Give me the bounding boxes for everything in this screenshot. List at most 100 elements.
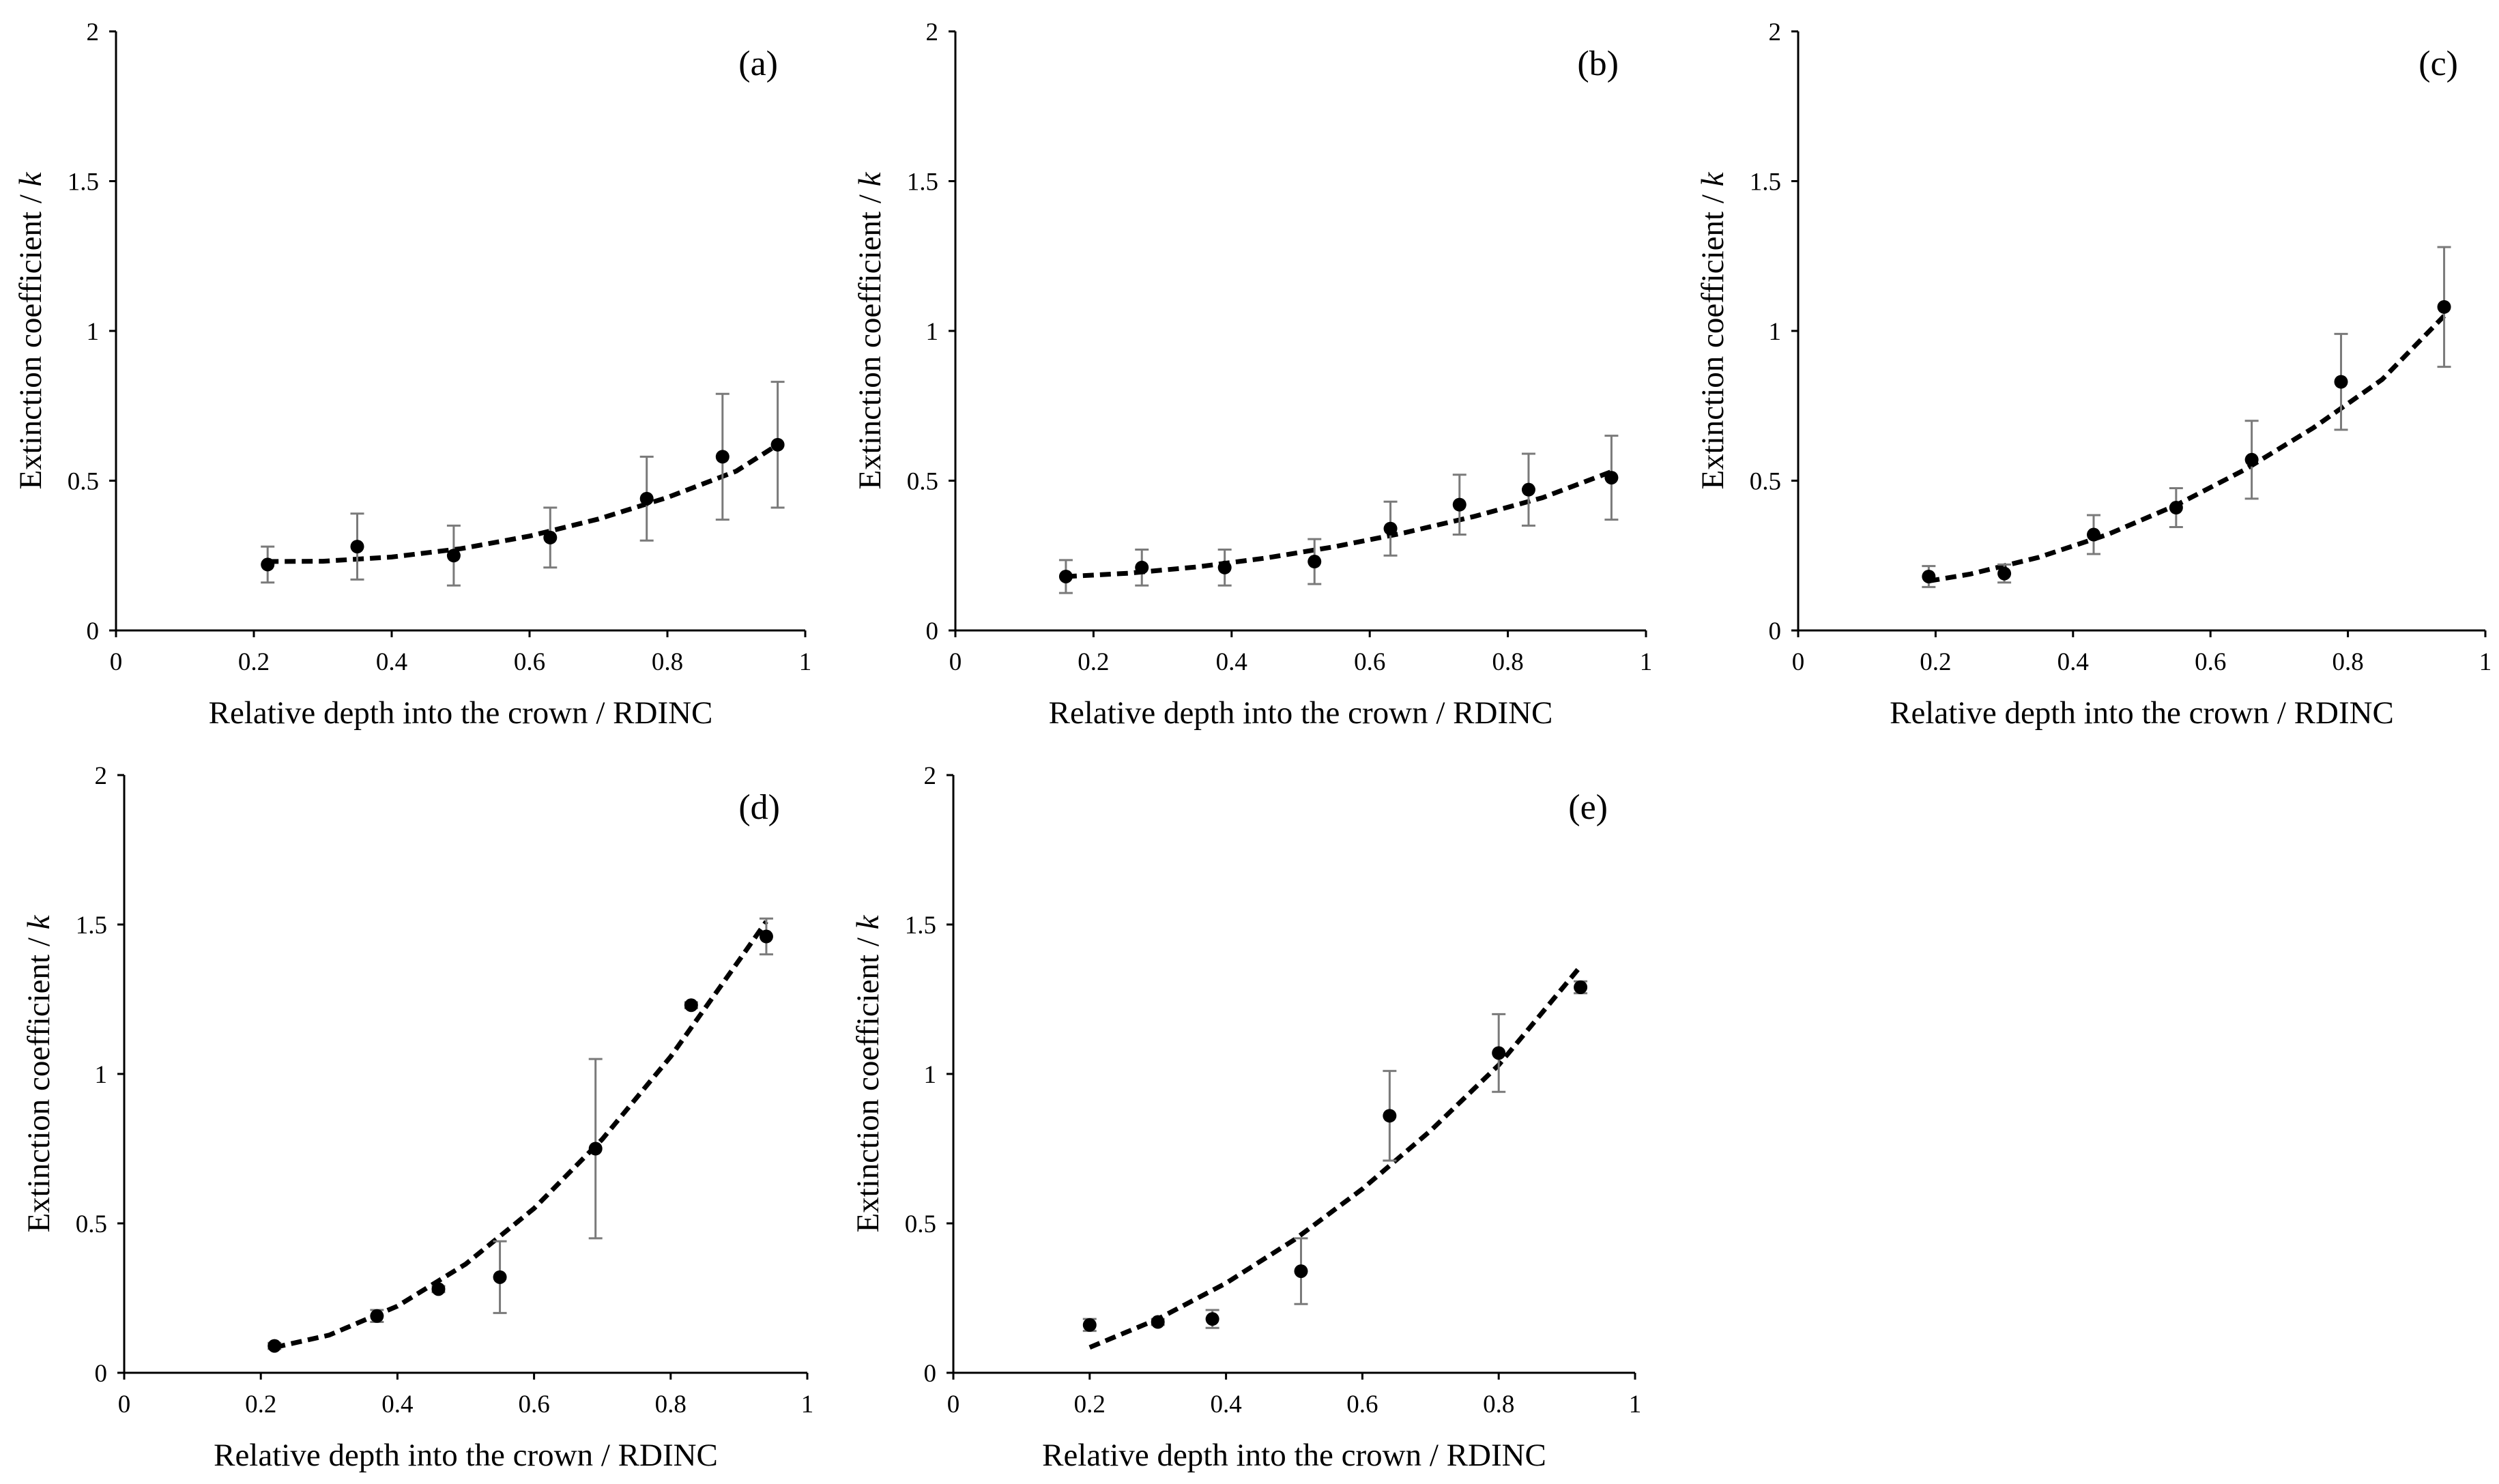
- x-tick-label: 0.2: [238, 648, 270, 676]
- y-tick-label: 1.5: [76, 912, 107, 940]
- y-axis-label-symbol: k: [1695, 171, 1731, 186]
- y-tick-label: 0.5: [1750, 468, 1781, 496]
- fit-curve: [268, 442, 779, 564]
- x-tick-label: 0.8: [2332, 648, 2363, 676]
- x-tick-label: 0: [118, 1391, 131, 1418]
- x-tick-label: 0.4: [1210, 1391, 1241, 1418]
- y-tick-label: 1: [95, 1061, 108, 1089]
- y-axis-label: Extinction coefficient / k: [1695, 171, 1731, 489]
- data-point: [543, 530, 558, 544]
- x-tick-label: 1: [2479, 648, 2492, 676]
- y-tick-label: 1: [1769, 318, 1782, 346]
- data-point: [350, 540, 364, 554]
- y-axis-label: Extinction coefficient / k: [852, 171, 888, 489]
- y-tick-label: 0: [926, 617, 939, 645]
- y-axis-label-text: Extinction coefficient /: [1695, 186, 1731, 489]
- x-axis-label: Relative depth into the crown / RDINC: [1890, 695, 2394, 731]
- data-point: [446, 549, 461, 563]
- data-point: [1308, 555, 1322, 569]
- y-tick-label: 2: [1769, 18, 1782, 46]
- chart-panel-e: 0 0.5 1 1.5 2 0 0.2 0.4 0.6 0.8 1 Relative depth in…: [850, 762, 1641, 1473]
- chart-panel-a: 0 0.5 1 1.5 2 0 0.2 0.4 0.6 0.8 1 Relative depth in…: [13, 18, 811, 731]
- y-tick-label: 2: [87, 18, 100, 46]
- y-axis-label-symbol: k: [850, 914, 886, 929]
- data-point: [268, 1339, 282, 1353]
- panel-label: (a): [738, 44, 778, 83]
- data-point: [2087, 527, 2101, 542]
- y-tick-label: 0.5: [76, 1210, 107, 1238]
- data-point: [759, 929, 773, 944]
- x-tick-label: 0.4: [381, 1391, 413, 1418]
- data-point: [1151, 1315, 1165, 1329]
- y-tick-label: 2: [95, 762, 108, 790]
- x-tick-label: 1: [1640, 648, 1653, 676]
- y-tick-label: 1: [87, 318, 100, 346]
- chart-panel-b: 0 0.5 1 1.5 2 0 0.2 0.4 0.6 0.8 1 Relative depth in…: [852, 18, 1652, 731]
- data-point: [1492, 1046, 1506, 1060]
- y-axis-label: Extinction coefficient / k: [850, 914, 886, 1232]
- y-axis-label: Extinction coefficient / k: [13, 171, 48, 489]
- data-point: [684, 998, 698, 1013]
- y-tick-label: 1.5: [905, 912, 936, 940]
- panel-label: (e): [1568, 788, 1608, 827]
- y-tick-label: 0: [87, 617, 100, 645]
- data-point: [588, 1141, 603, 1156]
- x-tick-label: 0: [110, 648, 123, 676]
- y-tick-label: 1.5: [1750, 169, 1781, 197]
- panel-label: (d): [738, 788, 780, 827]
- data-point: [1294, 1264, 1308, 1279]
- y-axis-label-text: Extinction coefficient /: [850, 929, 886, 1232]
- x-tick-label: 0.2: [1920, 648, 1951, 676]
- x-tick-label: 0: [947, 1391, 960, 1418]
- data-point: [1452, 497, 1467, 512]
- x-tick-label: 0.8: [652, 648, 683, 676]
- y-axis-label-text: Extinction coefficient /: [21, 929, 57, 1232]
- y-tick-label: 0.5: [905, 1210, 936, 1238]
- panel-label: (c): [2418, 44, 2458, 83]
- x-tick-label: 0: [949, 648, 962, 676]
- y-tick-label: 0.5: [907, 468, 938, 496]
- data-point: [1574, 980, 1588, 994]
- data-point: [1521, 482, 1535, 497]
- data-point: [1997, 566, 2012, 581]
- x-tick-label: 0.4: [376, 648, 407, 676]
- x-tick-label: 0.4: [2057, 648, 2089, 676]
- panel-label: (b): [1577, 44, 1619, 83]
- x-tick-label: 0.8: [1483, 1391, 1514, 1418]
- x-tick-label: 0.6: [514, 648, 545, 676]
- y-axis-label-symbol: k: [21, 914, 57, 929]
- x-axis-label: Relative depth into the crown / RDINC: [214, 1438, 718, 1473]
- x-tick-label: 1: [1629, 1391, 1642, 1418]
- y-tick-label: 1: [926, 318, 939, 346]
- x-tick-label: 0.8: [655, 1391, 687, 1418]
- data-point: [2437, 300, 2451, 314]
- data-point: [1058, 569, 1073, 583]
- data-point: [1135, 560, 1149, 574]
- fit-curve: [1088, 965, 1583, 1350]
- x-axis-label: Relative depth into the crown / RDINC: [209, 695, 713, 731]
- data-point: [2244, 452, 2259, 467]
- y-tick-label: 0: [95, 1360, 108, 1388]
- y-tick-label: 1: [924, 1061, 937, 1089]
- x-tick-label: 1: [801, 1391, 814, 1418]
- y-tick-label: 0: [1769, 617, 1782, 645]
- chart-panel-c: 0 0.5 1 1.5 2 0 0.2 0.4 0.6 0.8 1 Relative depth in…: [1695, 18, 2491, 731]
- data-point: [770, 437, 785, 452]
- data-point: [493, 1270, 507, 1284]
- fit-curve: [274, 920, 768, 1350]
- x-tick-label: 0.6: [2195, 648, 2226, 676]
- x-tick-label: 0.6: [1354, 648, 1385, 676]
- chart-panel-d: 0 0.5 1 1.5 2 0 0.2 0.4 0.6 0.8 1 Relative depth in…: [21, 762, 813, 1473]
- x-tick-label: 0: [1792, 648, 1805, 676]
- y-tick-label: 2: [924, 762, 937, 790]
- x-tick-label: 1: [799, 648, 812, 676]
- data-point: [2169, 501, 2183, 515]
- x-tick-label: 0.2: [245, 1391, 276, 1418]
- y-axis-label: Extinction coefficient / k: [21, 914, 57, 1232]
- y-axis-label-symbol: k: [852, 171, 888, 186]
- fit-curve: [1065, 469, 1613, 579]
- data-point: [639, 491, 654, 506]
- x-axis-label: Relative depth into the crown / RDINC: [1042, 1438, 1546, 1473]
- data-point: [2334, 375, 2348, 389]
